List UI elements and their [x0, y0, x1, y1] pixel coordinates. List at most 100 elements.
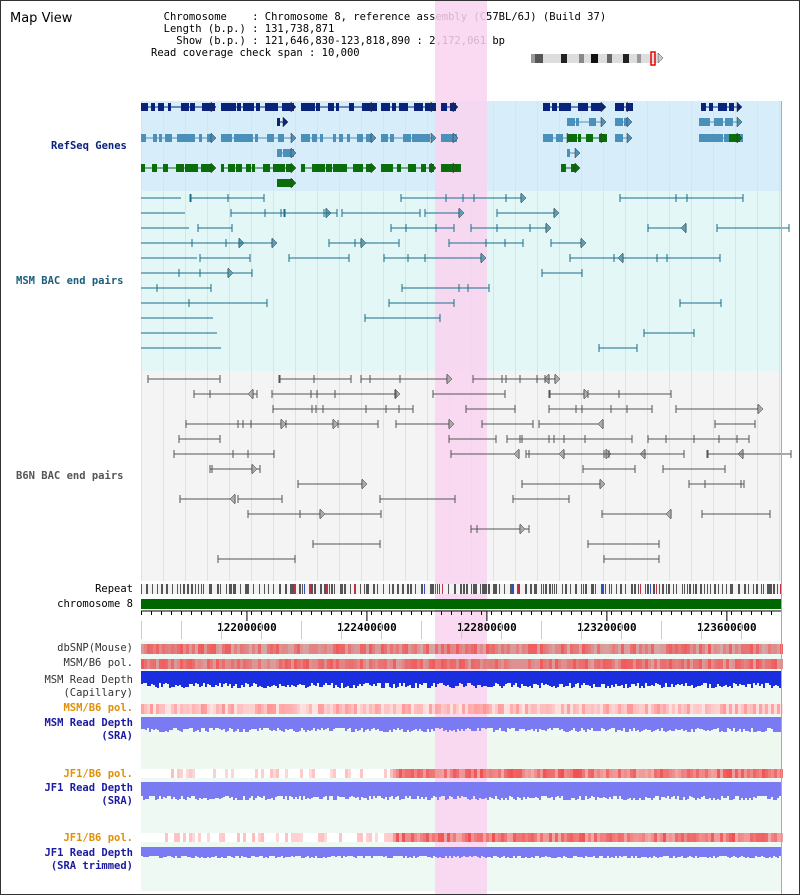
- jf1-trim-depth-bar: [619, 847, 621, 856]
- jf1-trim-depth-bar: [417, 847, 419, 857]
- jf1-b6-pol2-cell: [291, 833, 294, 842]
- jf1-trim-depth-bar: [363, 847, 365, 858]
- gene-exon: [366, 164, 372, 172]
- jf1-b6-pol2-cell: [663, 833, 666, 842]
- bac-orphan-end: [229, 493, 236, 505]
- dbsnp-cell: [609, 644, 612, 654]
- gene-exon: [283, 149, 294, 157]
- msm-b6-pol2-cell: [657, 704, 660, 714]
- gene-exon: [349, 103, 354, 111]
- msm-capillary-depth-bar: [417, 671, 419, 688]
- msm-b6-pol-cell: [669, 659, 672, 669]
- jf1-sra-depth-bar: [199, 782, 201, 798]
- jf1-trim-depth-bar: [605, 847, 607, 858]
- msm-b6-pol2-cell: [708, 704, 711, 714]
- jf1-b6-pol2-cell: [330, 833, 333, 842]
- gene-exon: [152, 164, 157, 172]
- jf1-b6-pol-cell: [528, 769, 531, 778]
- msm-capillary-depth-bar: [229, 671, 231, 684]
- jf1-b6-pol2-cell: [144, 833, 147, 842]
- gene-exon: [353, 164, 363, 172]
- jf1-trim-depth-bar: [663, 847, 665, 856]
- jf1-trim-depth-bar: [501, 847, 503, 857]
- dbsnp-cell: [174, 644, 177, 654]
- msm-sra-depth-bar: [521, 717, 523, 729]
- msm-b6-pol2-cell: [741, 704, 744, 714]
- repeat-element: [718, 584, 719, 594]
- gene-exon: [312, 134, 317, 142]
- jf1-trim-depth-bar: [733, 847, 735, 856]
- msm-capillary-depth-bar: [615, 671, 617, 684]
- jf1-b6-pol2-cell: [192, 833, 195, 842]
- msm-b6-pol2-cell: [564, 704, 567, 714]
- jf1-sra-depth-bar: [507, 782, 509, 800]
- jf1-sra-depth-bar: [325, 782, 327, 796]
- jf1-b6-pol2-cell: [534, 833, 537, 842]
- jf1-sra-depth-bar: [615, 782, 617, 796]
- msm-b6-pol2-cell: [627, 704, 630, 714]
- jf1-sra-depth-bar: [475, 782, 477, 799]
- gene-exon: [282, 103, 291, 111]
- dbsnp-cell: [657, 644, 660, 654]
- msm-capillary-depth-bar: [733, 671, 735, 683]
- msm-capillary-depth-bar: [471, 671, 473, 685]
- jf1-sra-depth-bar: [359, 782, 361, 800]
- msm-sra-depth-bar: [437, 717, 439, 728]
- msm-sra-depth-bar: [239, 717, 241, 732]
- jf1-sra-depth-bar: [659, 782, 661, 800]
- jf1-trim-depth-bar: [171, 847, 173, 857]
- dbsnp-cell: [183, 644, 186, 654]
- msm-sra-depth-bar: [659, 717, 661, 731]
- jf1-trim-depth-bar: [387, 847, 389, 858]
- msm-sra-depth-bar: [235, 717, 237, 731]
- jf1-sra-depth-bar: [645, 782, 647, 797]
- jf1-sra-depth-bar: [467, 782, 469, 799]
- jf1-b6-pol2-cell: [300, 833, 303, 842]
- jf1-b6-pol2-cell: [729, 833, 732, 842]
- dbsnp-cell: [150, 644, 153, 654]
- repeat-element: [695, 584, 697, 594]
- msm-b6-pol-cell: [210, 659, 213, 669]
- repeat-element: [294, 584, 296, 594]
- gene-exon: [567, 118, 575, 126]
- msm-b6-pol2-cell: [699, 704, 702, 714]
- msm-b6-pol-cell: [315, 659, 318, 669]
- msm-b6-pol2-cell: [609, 704, 612, 714]
- ideogram-band: [623, 54, 629, 63]
- msm-b6-pol2-cell: [603, 704, 606, 714]
- jf1-b6-pol-cell: [177, 769, 180, 778]
- msm-sra-depth-bar: [465, 717, 467, 729]
- msm-b6-pol2-cell: [447, 704, 450, 714]
- repeat-element: [541, 584, 542, 594]
- msm-capillary-depth-bar: [737, 671, 739, 686]
- jf1-trim-depth-bar: [309, 847, 311, 858]
- gene-exon: [559, 103, 568, 111]
- msm-capillary-depth-bar: [723, 671, 725, 686]
- jf1-sra-depth-bar: [227, 782, 229, 796]
- jf1-trim-depth-bar: [267, 847, 269, 858]
- msm-sra-depth-bar: [327, 717, 329, 728]
- dbsnp-cell: [462, 644, 465, 654]
- jf1-b6-pol2-cell: [744, 833, 747, 842]
- msm-b6-pol-cell: [282, 659, 285, 669]
- gene-strand-arrow: [452, 132, 459, 144]
- msm-b6-pol-cell: [381, 659, 384, 669]
- gene-exon: [246, 134, 253, 142]
- msm-capillary-depth-bar: [439, 671, 441, 683]
- jf1-b6-pol-cell: [657, 769, 660, 778]
- jf1-sra-depth-bar: [383, 782, 385, 799]
- msm-capillary-depth-bar: [451, 671, 453, 688]
- repeat-element: [493, 584, 495, 594]
- msm-capillary-depth-bar: [419, 671, 421, 684]
- repeat-element: [525, 584, 527, 594]
- msm-sra-depth-bar: [165, 717, 167, 731]
- dbsnp-cell: [699, 644, 702, 654]
- jf1-b6-pol-cell: [201, 769, 204, 778]
- dbsnp-cell: [549, 644, 552, 654]
- msm-capillary-depth-bar: [527, 671, 529, 687]
- msm-b6-pol-cell: [378, 659, 381, 669]
- jf1-sra-depth-bar: [559, 782, 561, 798]
- msm-capillary-depth-bar: [673, 671, 675, 687]
- dbsnp-cell: [348, 644, 351, 654]
